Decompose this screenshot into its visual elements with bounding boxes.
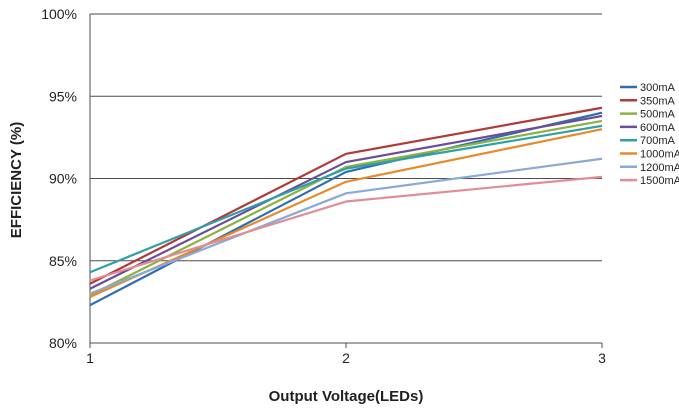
- series-line-500mA: [90, 121, 602, 295]
- legend-label: 1000mA: [640, 149, 679, 161]
- legend-item: 600mA: [620, 122, 676, 134]
- y-tick-label: 80%: [49, 335, 77, 351]
- y-tick-label: 85%: [49, 253, 77, 269]
- x-axis-title: Output Voltage(LEDs): [269, 388, 424, 405]
- legend-label: 1200mA: [640, 162, 679, 174]
- legend-item: 1500mA: [620, 175, 679, 187]
- legend-item: 1200mA: [620, 162, 679, 174]
- y-tick-label: 100%: [41, 6, 77, 22]
- legend-label: 500mA: [640, 109, 676, 121]
- series-line-300mA: [90, 113, 602, 305]
- y-tick-label: 90%: [49, 171, 77, 187]
- legend-item: 1000mA: [620, 149, 679, 161]
- legend-item: 500mA: [620, 109, 676, 121]
- y-axis-title: EFFICIENCY (%): [8, 122, 25, 238]
- legend-label: 300mA: [640, 82, 676, 94]
- tick-labels: 80% 85% 90% 95% 100% 1 2 3: [41, 6, 606, 366]
- legend-item: 350mA: [620, 95, 676, 107]
- legend-label: 600mA: [640, 122, 676, 134]
- legend-item: 300mA: [620, 82, 676, 94]
- legend-label: 700mA: [640, 135, 676, 147]
- legend-label: 1500mA: [640, 175, 679, 187]
- x-tick-label: 2: [342, 350, 350, 366]
- x-tick-label: 1: [86, 350, 94, 366]
- x-tick-label: 3: [598, 350, 606, 366]
- grid-lines: [90, 14, 602, 343]
- series-lines: [90, 108, 602, 305]
- legend-label: 350mA: [640, 95, 676, 107]
- y-tick-label: 95%: [49, 88, 77, 104]
- legend-item: 700mA: [620, 135, 676, 147]
